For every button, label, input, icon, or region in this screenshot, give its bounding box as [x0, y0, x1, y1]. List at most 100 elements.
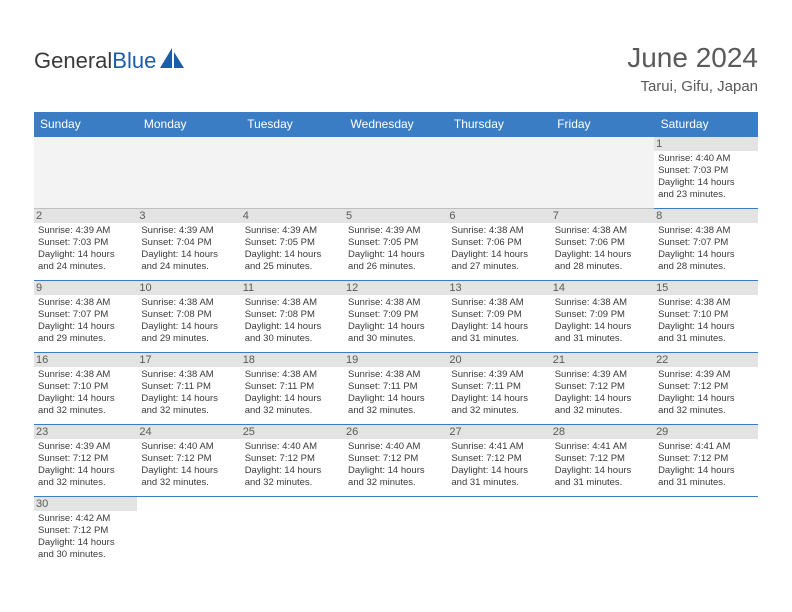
day-info-line: Sunrise: 4:38 AM	[555, 225, 650, 237]
day-number: 7	[551, 209, 654, 223]
day-info-line: Sunset: 7:08 PM	[141, 309, 236, 321]
day-info-line: Sunrise: 4:38 AM	[141, 297, 236, 309]
day-number: 29	[654, 425, 757, 439]
day-info-line: Sunrise: 4:42 AM	[38, 513, 133, 525]
calendar-cell: 27Sunrise: 4:41 AMSunset: 7:12 PMDayligh…	[447, 425, 550, 497]
day-number: 11	[241, 281, 344, 295]
day-info-line: Sunset: 7:10 PM	[658, 309, 753, 321]
day-info-line: and 28 minutes.	[658, 261, 753, 273]
day-info-line: Daylight: 14 hours	[38, 321, 133, 333]
day-info-line: Sunset: 7:05 PM	[348, 237, 443, 249]
calendar-cell	[447, 137, 550, 209]
day-info-line: and 26 minutes.	[348, 261, 443, 273]
day-info-line: Daylight: 14 hours	[451, 465, 546, 477]
calendar-row: 16Sunrise: 4:38 AMSunset: 7:10 PMDayligh…	[34, 353, 758, 425]
day-info-line: Daylight: 14 hours	[658, 321, 753, 333]
day-info-line: Daylight: 14 hours	[141, 321, 236, 333]
calendar-cell: 3Sunrise: 4:39 AMSunset: 7:04 PMDaylight…	[137, 209, 240, 281]
calendar-cell	[137, 497, 240, 569]
day-info-line: Sunset: 7:11 PM	[451, 381, 546, 393]
day-info-line: Sunrise: 4:39 AM	[555, 369, 650, 381]
weekday-header: Wednesday	[344, 112, 447, 137]
calendar-cell: 4 Sunrise: 4:39 AMSunset: 7:05 PMDaylight…	[241, 209, 344, 281]
day-info-line: Daylight: 14 hours	[245, 321, 340, 333]
day-info-line: Sunrise: 4:40 AM	[658, 153, 753, 165]
day-info-line: and 30 minutes.	[348, 333, 443, 345]
calendar-cell: 11 Sunrise: 4:38 AMSunset: 7:08 PMDayligh…	[241, 281, 344, 353]
day-info-line: and 32 minutes.	[141, 405, 236, 417]
day-number: 6	[447, 209, 550, 223]
calendar-cell: 24Sunrise: 4:40 AMSunset: 7:12 PMDayligh…	[137, 425, 240, 497]
weekday-header: Tuesday	[241, 112, 344, 137]
day-info-line: Daylight: 14 hours	[658, 249, 753, 261]
calendar-cell: 14Sunrise: 4:38 AMSunset: 7:09 PMDayligh…	[551, 281, 654, 353]
calendar-cell: 20Sunrise: 4:39 AMSunset: 7:11 PMDayligh…	[447, 353, 550, 425]
day-info-line: and 32 minutes.	[245, 405, 340, 417]
day-info-line: Sunrise: 4:39 AM	[245, 225, 340, 237]
day-number: 26	[344, 425, 447, 439]
weekday-header-row: SundayMondayTuesdayWednesdayThursdayFrid…	[34, 112, 758, 137]
day-number: 23	[34, 425, 137, 439]
day-number: 3	[137, 209, 240, 223]
calendar-cell	[344, 137, 447, 209]
day-info-line: Sunrise: 4:40 AM	[245, 441, 340, 453]
day-info-line: and 32 minutes.	[348, 405, 443, 417]
day-info-line: Daylight: 14 hours	[38, 393, 133, 405]
day-info-line: and 31 minutes.	[555, 477, 650, 489]
day-info-line: and 32 minutes.	[245, 477, 340, 489]
day-number: 9	[34, 281, 137, 295]
day-info-line: Daylight: 14 hours	[658, 177, 753, 189]
day-info-line: Sunset: 7:06 PM	[555, 237, 650, 249]
day-info-line: Sunset: 7:08 PM	[245, 309, 340, 321]
day-info-line: Sunrise: 4:39 AM	[658, 369, 753, 381]
day-info-line: Sunset: 7:05 PM	[245, 237, 340, 249]
calendar-row: 1Sunrise: 4:40 AMSunset: 7:03 PMDaylight…	[34, 137, 758, 209]
calendar-cell: 17Sunrise: 4:38 AMSunset: 7:11 PMDayligh…	[137, 353, 240, 425]
sail-icon	[160, 48, 186, 68]
day-info-line: Daylight: 14 hours	[658, 465, 753, 477]
day-info-line: Sunrise: 4:38 AM	[658, 225, 753, 237]
day-info-line: Daylight: 14 hours	[555, 321, 650, 333]
day-info-line: and 32 minutes.	[38, 405, 133, 417]
calendar-cell: 15Sunrise: 4:38 AMSunset: 7:10 PMDayligh…	[654, 281, 757, 353]
day-info-line: Sunset: 7:11 PM	[245, 381, 340, 393]
day-info-line: Sunset: 7:12 PM	[658, 381, 753, 393]
day-info-line: Sunrise: 4:38 AM	[141, 369, 236, 381]
day-info-line: Sunset: 7:11 PM	[141, 381, 236, 393]
calendar-cell	[344, 497, 447, 569]
day-info-line: Sunset: 7:12 PM	[38, 525, 133, 537]
day-info-line: Sunrise: 4:38 AM	[38, 369, 133, 381]
day-info-line: Sunset: 7:09 PM	[348, 309, 443, 321]
day-info-line: Daylight: 14 hours	[38, 465, 133, 477]
calendar-cell: 9Sunrise: 4:38 AMSunset: 7:07 PMDaylight…	[34, 281, 137, 353]
day-number: 19	[344, 353, 447, 367]
day-info-line: Sunrise: 4:39 AM	[38, 225, 133, 237]
day-info-line: Sunrise: 4:39 AM	[141, 225, 236, 237]
day-number: 28	[551, 425, 654, 439]
calendar-cell	[551, 137, 654, 209]
day-info-line: and 29 minutes.	[141, 333, 236, 345]
day-info-line: and 31 minutes.	[555, 333, 650, 345]
day-info-line: Sunset: 7:12 PM	[348, 453, 443, 465]
day-info-line: Daylight: 14 hours	[451, 393, 546, 405]
calendar-cell	[654, 497, 757, 569]
calendar-cell	[34, 137, 137, 209]
brand-part1: General	[34, 48, 112, 74]
day-info-line: and 32 minutes.	[348, 477, 443, 489]
location-subtitle: Tarui, Gifu, Japan	[627, 78, 758, 95]
day-info-line: Sunset: 7:10 PM	[38, 381, 133, 393]
day-number: 22	[654, 353, 757, 367]
day-number: 4	[241, 209, 344, 223]
calendar-cell: 29Sunrise: 4:41 AMSunset: 7:12 PMDayligh…	[654, 425, 757, 497]
day-info-line: Sunrise: 4:38 AM	[245, 297, 340, 309]
day-info-line: Daylight: 14 hours	[141, 465, 236, 477]
day-info-line: Daylight: 14 hours	[38, 249, 133, 261]
day-info-line: Sunrise: 4:38 AM	[348, 369, 443, 381]
calendar-cell: 16Sunrise: 4:38 AMSunset: 7:10 PMDayligh…	[34, 353, 137, 425]
calendar-cell: 25Sunrise: 4:40 AMSunset: 7:12 PMDayligh…	[241, 425, 344, 497]
day-info-line: Sunset: 7:09 PM	[451, 309, 546, 321]
day-info-line: and 32 minutes.	[658, 405, 753, 417]
calendar-row: 30Sunrise: 4:42 AMSunset: 7:12 PMDayligh…	[34, 497, 758, 569]
calendar-cell: 21Sunrise: 4:39 AMSunset: 7:12 PMDayligh…	[551, 353, 654, 425]
day-info-line: Daylight: 14 hours	[245, 249, 340, 261]
